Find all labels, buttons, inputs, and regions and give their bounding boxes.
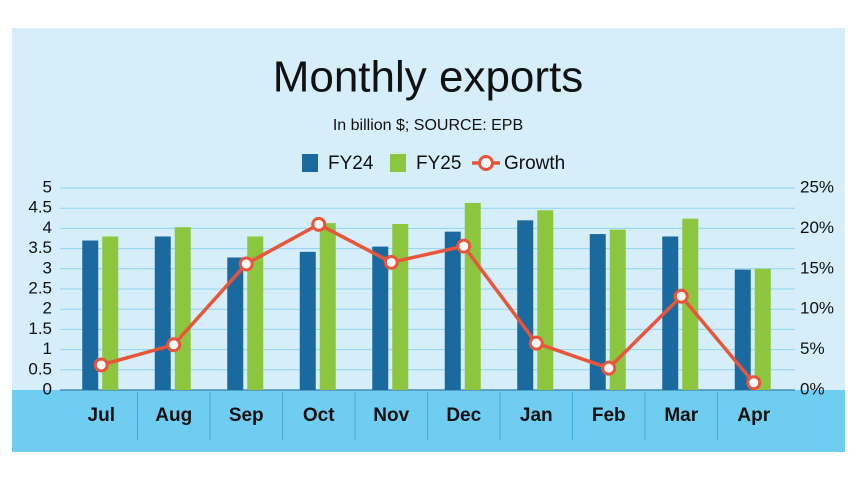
bar bbox=[372, 246, 389, 390]
bar bbox=[174, 227, 191, 390]
bar bbox=[464, 202, 481, 390]
y-tick-label: 4 bbox=[43, 218, 52, 237]
y-tick-label: 2.5 bbox=[28, 278, 52, 297]
y-tick-label: 3.5 bbox=[28, 238, 52, 257]
y2-tick-label: 10% bbox=[800, 299, 834, 318]
bar bbox=[299, 251, 316, 390]
y2-tick-label: 5% bbox=[800, 339, 825, 358]
bar bbox=[444, 231, 461, 390]
legend-label: FY24 bbox=[328, 153, 374, 174]
bar bbox=[82, 240, 99, 390]
legend-label: Growth bbox=[504, 153, 565, 174]
y2-tick-label: 0% bbox=[800, 379, 825, 398]
y-tick-label: 0 bbox=[43, 379, 52, 398]
bar bbox=[754, 268, 771, 390]
legend-marker bbox=[478, 155, 494, 171]
category-band bbox=[12, 390, 845, 452]
y-tick-label: 2 bbox=[43, 299, 52, 318]
bar bbox=[227, 257, 244, 390]
growth-point bbox=[528, 335, 544, 351]
growth-point bbox=[456, 238, 472, 254]
growth-point bbox=[311, 216, 327, 232]
x-tick-label: Mar bbox=[664, 405, 698, 426]
y-tick-label: 1.5 bbox=[28, 319, 52, 338]
bar bbox=[609, 229, 626, 390]
x-tick-label: Aug bbox=[155, 405, 192, 426]
y2-tick-label: 15% bbox=[800, 258, 834, 277]
y-tick-label: 5 bbox=[43, 177, 52, 196]
legend-swatch bbox=[302, 154, 318, 172]
x-tick-label: Nov bbox=[373, 405, 409, 426]
bar bbox=[537, 210, 554, 390]
growth-point bbox=[93, 357, 109, 373]
x-tick-label: Dec bbox=[446, 405, 481, 426]
chart-subtitle: In billion $; SOURCE: EPB bbox=[333, 117, 523, 134]
x-tick-label: Jan bbox=[520, 405, 553, 426]
growth-point bbox=[238, 256, 254, 272]
growth-point bbox=[166, 337, 182, 353]
chart-title: Monthly exports bbox=[273, 53, 584, 102]
y-tick-label: 0.5 bbox=[28, 359, 52, 378]
growth-point bbox=[383, 254, 399, 270]
bar bbox=[734, 269, 751, 390]
x-tick-label: Jul bbox=[88, 405, 115, 426]
y2-tick-label: 25% bbox=[800, 177, 834, 196]
bar bbox=[154, 236, 171, 390]
y-tick-label: 1 bbox=[43, 339, 52, 358]
x-tick-label: Apr bbox=[737, 405, 770, 426]
bar bbox=[247, 236, 264, 390]
x-tick-label: Oct bbox=[303, 405, 335, 426]
x-tick-label: Sep bbox=[229, 405, 264, 426]
legend-swatch bbox=[390, 154, 406, 172]
y2-tick-label: 20% bbox=[800, 218, 834, 237]
bar bbox=[589, 234, 606, 390]
growth-point bbox=[673, 288, 689, 304]
x-tick-label: Feb bbox=[592, 405, 626, 426]
growth-point bbox=[601, 360, 617, 376]
bar bbox=[662, 236, 679, 390]
y-tick-label: 4.5 bbox=[28, 198, 52, 217]
growth-line bbox=[100, 222, 756, 384]
legend-label: FY25 bbox=[416, 153, 461, 174]
panel bbox=[12, 28, 845, 452]
bar bbox=[517, 220, 534, 390]
y-tick-label: 3 bbox=[43, 258, 52, 277]
growth-point bbox=[746, 375, 762, 391]
bar bbox=[102, 236, 119, 390]
bar bbox=[392, 223, 409, 390]
bar bbox=[319, 223, 336, 390]
